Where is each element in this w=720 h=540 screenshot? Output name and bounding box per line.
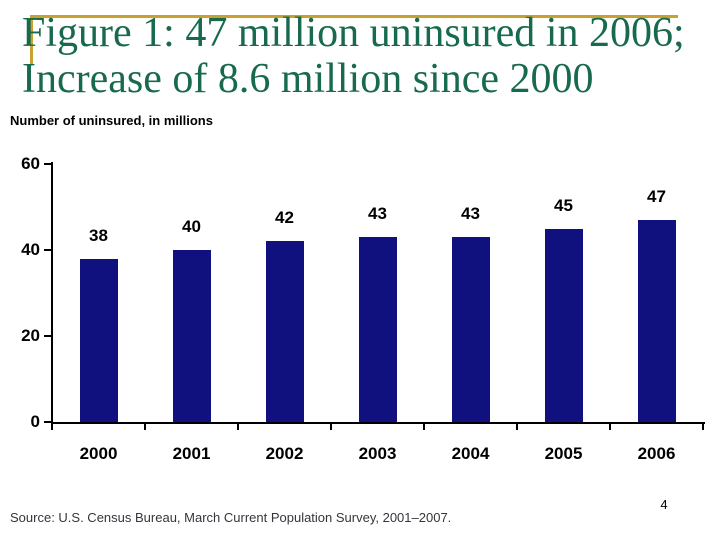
y-axis-tick-label: 20	[21, 326, 40, 345]
y-axis-tick-label: 0	[30, 412, 40, 431]
x-axis-tick	[51, 423, 53, 430]
chart-axis-title: Number of uninsured, in millions	[10, 113, 213, 128]
x-axis-tick	[516, 423, 518, 430]
bar-value-label: 43	[368, 204, 387, 224]
title-accent-top-line	[30, 15, 678, 18]
bar	[451, 237, 490, 422]
bar	[358, 237, 397, 422]
y-axis-line	[51, 162, 53, 424]
bar	[79, 258, 118, 422]
y-axis-tick	[44, 335, 52, 337]
bar	[544, 228, 583, 422]
bar-value-label: 45	[554, 195, 573, 215]
x-axis-category-label: 2002	[265, 444, 304, 463]
bar-value-label: 40	[182, 217, 201, 236]
bar	[172, 250, 211, 422]
bar	[637, 219, 676, 422]
slide-title-line1: Figure 1: 47 million uninsured in 2006;	[22, 10, 685, 56]
x-axis-tick	[330, 423, 332, 430]
x-axis-category-label: 2004	[451, 444, 490, 463]
x-axis-tick	[702, 423, 704, 430]
slide-title-line2: Increase of 8.6 million since 2000	[22, 56, 594, 102]
x-axis-category-label: 2000	[79, 444, 118, 463]
bar-value-label: 43	[461, 204, 480, 224]
y-axis-tick-label: 60	[21, 154, 40, 173]
page-number: 4	[660, 497, 668, 512]
y-axis-tick	[44, 163, 52, 165]
y-axis-tick	[44, 249, 52, 251]
bar-value-label: 38	[89, 225, 108, 245]
bar	[265, 241, 304, 422]
x-axis-line	[51, 422, 705, 424]
bar-value-label: 47	[647, 186, 666, 206]
x-axis-tick	[144, 423, 146, 430]
x-axis-category-label: 2003	[358, 444, 397, 463]
x-axis-tick	[237, 423, 239, 430]
x-axis-tick	[609, 423, 611, 430]
y-axis-tick	[44, 421, 52, 423]
bar-value-label: 42	[275, 208, 294, 228]
x-axis-tick	[423, 423, 425, 430]
source-note: Source: U.S. Census Bureau, March Curren…	[10, 510, 452, 525]
slide-title: Figure 1: 47 million uninsured in 2006; …	[22, 10, 685, 102]
x-axis-category-label: 2005	[544, 444, 583, 463]
x-axis-category-label: 2006	[637, 444, 676, 463]
x-axis-category-label: 2001	[172, 444, 211, 463]
y-axis-tick-label: 40	[21, 240, 40, 259]
title-accent-left-line	[30, 15, 33, 64]
